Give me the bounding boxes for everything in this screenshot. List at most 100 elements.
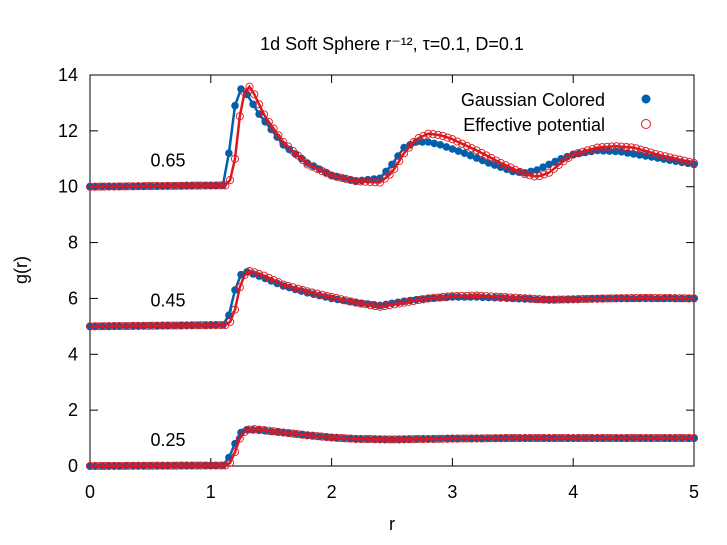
data-point	[172, 181, 182, 190]
data-point	[274, 131, 283, 140]
data-point	[356, 299, 365, 308]
data-point	[535, 172, 544, 181]
data-point	[409, 435, 418, 444]
y-tick-label: 8	[68, 233, 78, 253]
data-point	[351, 177, 360, 186]
data-point	[168, 321, 177, 330]
data-point	[520, 294, 529, 303]
data-point	[462, 434, 471, 443]
data-point	[544, 295, 554, 304]
data-point	[395, 435, 404, 444]
data-point	[114, 322, 124, 331]
data-point	[317, 432, 326, 441]
data-point	[124, 182, 133, 191]
data-point	[317, 167, 326, 176]
data-point	[631, 144, 641, 153]
data-point	[327, 171, 336, 180]
data-point	[85, 461, 95, 471]
data-point	[520, 434, 529, 443]
data-point	[313, 432, 322, 441]
data-point	[641, 147, 650, 156]
data-point	[559, 295, 568, 304]
data-point	[487, 434, 496, 443]
data-point	[448, 434, 457, 443]
data-point	[226, 175, 235, 185]
data-point	[187, 181, 196, 190]
data-point	[404, 297, 413, 306]
data-point	[438, 434, 447, 443]
data-point	[656, 151, 665, 160]
data-point	[530, 172, 539, 181]
data-point	[322, 433, 331, 442]
data-point	[525, 171, 534, 180]
data-point	[602, 434, 612, 443]
data-point	[670, 294, 679, 303]
data-point	[163, 321, 172, 330]
data-point	[559, 434, 568, 443]
data-point	[168, 181, 177, 190]
data-point	[400, 435, 409, 444]
data-point	[622, 143, 631, 152]
data-point	[458, 291, 467, 301]
data-point	[177, 461, 186, 470]
data-point	[371, 178, 380, 187]
data-point	[540, 295, 549, 304]
data-point	[395, 299, 404, 308]
data-point	[409, 137, 418, 147]
legend: Gaussian Colored Effective potential	[461, 90, 651, 135]
data-point	[375, 435, 384, 444]
data-point	[467, 434, 476, 443]
data-point	[530, 294, 539, 303]
data-point	[249, 100, 257, 109]
data-point	[134, 461, 143, 470]
data-point	[298, 285, 307, 295]
data-point	[419, 434, 428, 444]
data-point	[660, 152, 670, 161]
data-point	[414, 435, 423, 444]
data-point	[631, 434, 641, 443]
data-point	[535, 434, 544, 443]
data-point	[240, 270, 249, 280]
data-point	[424, 138, 433, 146]
data-point	[602, 142, 612, 151]
data-point	[163, 181, 172, 190]
data-point	[303, 160, 312, 169]
data-point	[366, 177, 375, 187]
data-point	[255, 100, 264, 109]
data-point	[636, 145, 645, 154]
data-point	[482, 151, 491, 160]
data-point	[515, 434, 525, 443]
data-point	[380, 301, 389, 311]
data-point	[419, 131, 428, 140]
data-point	[564, 434, 573, 443]
data-point	[230, 447, 240, 457]
data-point	[322, 291, 331, 300]
data-point	[313, 289, 322, 298]
data-point	[458, 434, 467, 443]
data-point	[414, 134, 423, 143]
data-point	[211, 181, 220, 190]
data-point	[685, 157, 694, 166]
data-point	[593, 294, 602, 303]
data-point	[569, 434, 578, 443]
data-point	[641, 434, 650, 443]
data-point	[279, 280, 288, 289]
data-point	[95, 322, 104, 331]
data-point	[573, 295, 583, 304]
data-point	[143, 461, 153, 470]
data-point	[477, 291, 486, 300]
data-point	[351, 298, 360, 307]
data-point	[530, 434, 539, 443]
chart-title: 1d Soft Sphere r⁻¹², τ=0.1, D=0.1	[260, 34, 524, 54]
data-point	[197, 181, 206, 190]
data-point	[675, 434, 684, 443]
plot-frame	[89, 74, 695, 467]
data-point	[646, 434, 655, 443]
data-point	[95, 461, 104, 471]
data-point	[303, 431, 312, 440]
data-point	[172, 321, 182, 330]
data-point	[588, 434, 597, 443]
data-point	[129, 321, 138, 330]
data-point	[346, 434, 355, 443]
data-point	[313, 164, 322, 173]
